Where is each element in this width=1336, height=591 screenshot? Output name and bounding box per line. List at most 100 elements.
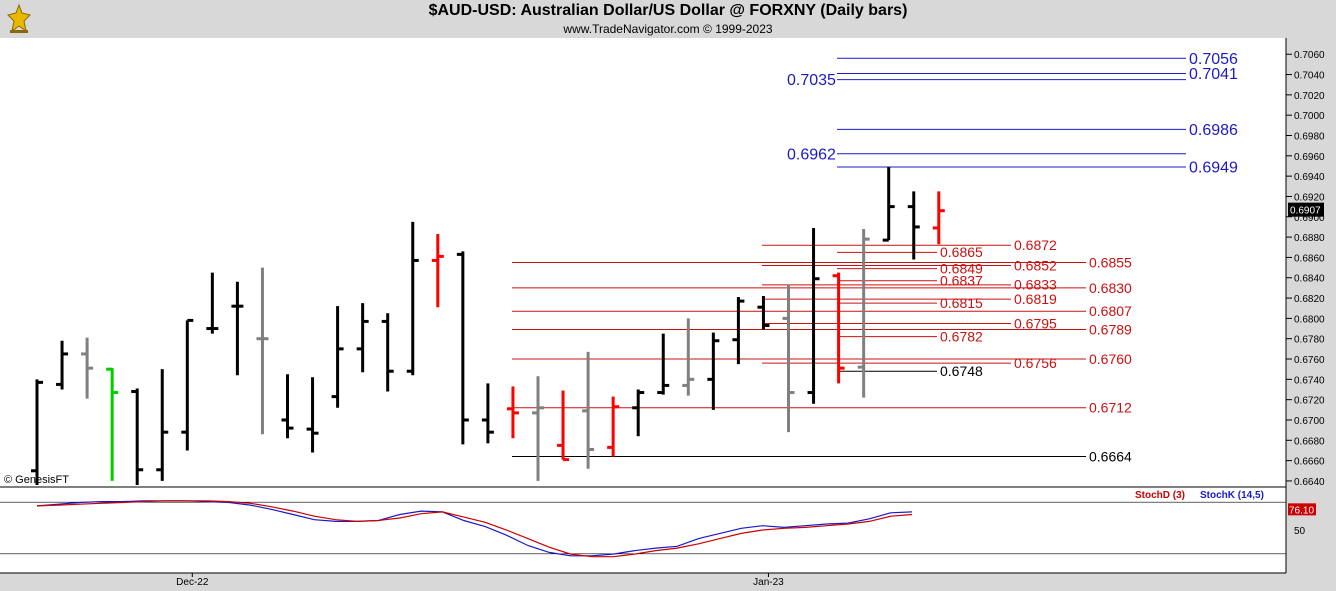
ohlc-bar (306, 377, 319, 453)
ohlc-bar (557, 390, 570, 462)
ohlc-bar (932, 191, 945, 245)
ohlc-bar (331, 306, 344, 408)
y-tick-label: 0.6860 (1294, 253, 1325, 264)
watermark: © GenesisFT (4, 474, 69, 486)
ohlc-bar (832, 272, 845, 384)
level-label: 0.6855 (1089, 254, 1132, 270)
ohlc-bar (506, 386, 519, 439)
ohlc-bar (431, 234, 444, 308)
ohlc-bar (181, 318, 194, 451)
ohlc-bar (582, 351, 595, 469)
y-tick-label: 0.6880 (1294, 233, 1325, 244)
y-tick-label: 0.6720 (1294, 396, 1325, 407)
y-tick-label: 0.6840 (1294, 274, 1325, 285)
y-tick-label: 0.7000 (1294, 111, 1325, 122)
level-label: 0.6760 (1089, 351, 1132, 367)
y-tick-label: 0.6700 (1294, 416, 1325, 427)
y-axis-ticks: 0.6640 0.6660 0.6680 0.6700 0.6720 0.6740 0.67… (1286, 50, 1325, 488)
level-label: 0.6962 (787, 146, 836, 163)
y-tick-label: 0.6980 (1294, 131, 1325, 142)
level-label: 0.6795 (1014, 315, 1057, 331)
y-tick-label: 0.6760 (1294, 355, 1325, 366)
ohlc-bar (381, 313, 394, 392)
ohlc-bar (206, 272, 219, 334)
level-label: 0.6872 (1014, 237, 1057, 253)
stochd-legend: StochD (3) (1135, 490, 1185, 501)
y-tick-label: 0.6820 (1294, 294, 1325, 305)
ohlc-bar (131, 388, 144, 485)
stochk-legend: StochK (14,5) (1200, 490, 1264, 501)
level-label: 0.6833 (1014, 277, 1057, 293)
level-label: 0.6849 (940, 260, 983, 276)
level-label: 0.6865 (940, 244, 983, 260)
tradenavigator-logo-icon (4, 3, 34, 35)
y-tick-label: 0.6660 (1294, 457, 1325, 468)
ohlc-bar (481, 383, 494, 444)
level-label: 0.6756 (1014, 355, 1057, 371)
chart-title: $AUD-USD: Australian Dollar/US Dollar @ … (428, 2, 908, 19)
y-tick-label: 0.6640 (1294, 477, 1325, 488)
date-axis (0, 573, 1286, 591)
ohlc-bar (732, 297, 745, 365)
ohlc-bar (56, 340, 69, 390)
level-label: 0.6815 (940, 295, 983, 311)
ohlc-bar (256, 267, 269, 435)
level-label: 0.6986 (1189, 122, 1238, 139)
ohlc-bar (231, 281, 244, 376)
level-label: 0.6789 (1089, 321, 1132, 337)
ohlc-bar (632, 389, 645, 437)
ohlc-bar (682, 318, 695, 396)
ohlc-bar (281, 374, 294, 439)
last-price-label: 0.6907 (1290, 206, 1321, 217)
ohlc-bar (907, 191, 920, 260)
y-tick-label: 0.6780 (1294, 335, 1325, 346)
y-tick-label: 0.6940 (1294, 172, 1325, 183)
level-label: 0.6712 (1089, 400, 1132, 416)
level-label: 0.6949 (1189, 160, 1238, 177)
ohlc-bar (607, 396, 620, 457)
y-tick-label: 0.7040 (1294, 71, 1325, 82)
level-label: 0.6748 (940, 363, 983, 379)
level-label: 0.6782 (940, 329, 983, 345)
stochastic-layer: StochD (3) StochK (14,5) 50 76.10 (0, 490, 1316, 558)
y-tick-label: 0.7060 (1294, 50, 1325, 61)
stochastic-panel (0, 487, 1286, 573)
level-label: 0.7035 (787, 72, 836, 89)
y-tick-label: 0.7020 (1294, 91, 1325, 102)
y-tick-label: 0.6920 (1294, 192, 1325, 203)
stochd-line (36, 500, 913, 558)
level-label: 0.7041 (1189, 66, 1238, 83)
level-label: 0.6830 (1089, 280, 1132, 296)
bars-layer (31, 166, 945, 485)
ohlc-bar (707, 332, 720, 410)
ohlc-bar (81, 337, 94, 399)
y-tick-label: 0.6680 (1294, 436, 1325, 447)
stoch-y-tick-label: 50 (1294, 526, 1306, 537)
ohlc-bar (406, 221, 419, 376)
level-label: 0.6807 (1089, 303, 1132, 319)
y-tick-label: 0.6900 (1294, 213, 1325, 224)
ohlc-bar (456, 251, 469, 445)
ohlc-bar (31, 379, 43, 485)
ohlc-bar (757, 296, 770, 330)
level-label: 0.6664 (1089, 448, 1132, 464)
stoch-last-value: 76.10 (1289, 505, 1314, 516)
chart-subtitle: www.TradeNavigator.com © 1999-2023 (563, 22, 773, 36)
ohlc-bar (356, 303, 369, 373)
ohlc-bar (857, 228, 870, 398)
x-tick-label: Jan-23 (753, 577, 784, 588)
price-axis (1286, 38, 1336, 591)
ohlc-bar (807, 227, 820, 404)
level-label: 0.6837 (940, 273, 983, 289)
last-price-box (1288, 202, 1324, 217)
level-label: 0.6852 (1014, 257, 1057, 273)
x-tick-label: Dec-22 (176, 577, 209, 588)
level-label: 0.6819 (1014, 291, 1057, 307)
level-label: 0.7056 (1189, 51, 1238, 68)
ohlc-bar (657, 333, 670, 395)
y-tick-label: 0.6740 (1294, 375, 1325, 386)
ohlc-bar (156, 369, 169, 481)
y-tick-label: 0.6960 (1294, 152, 1325, 163)
